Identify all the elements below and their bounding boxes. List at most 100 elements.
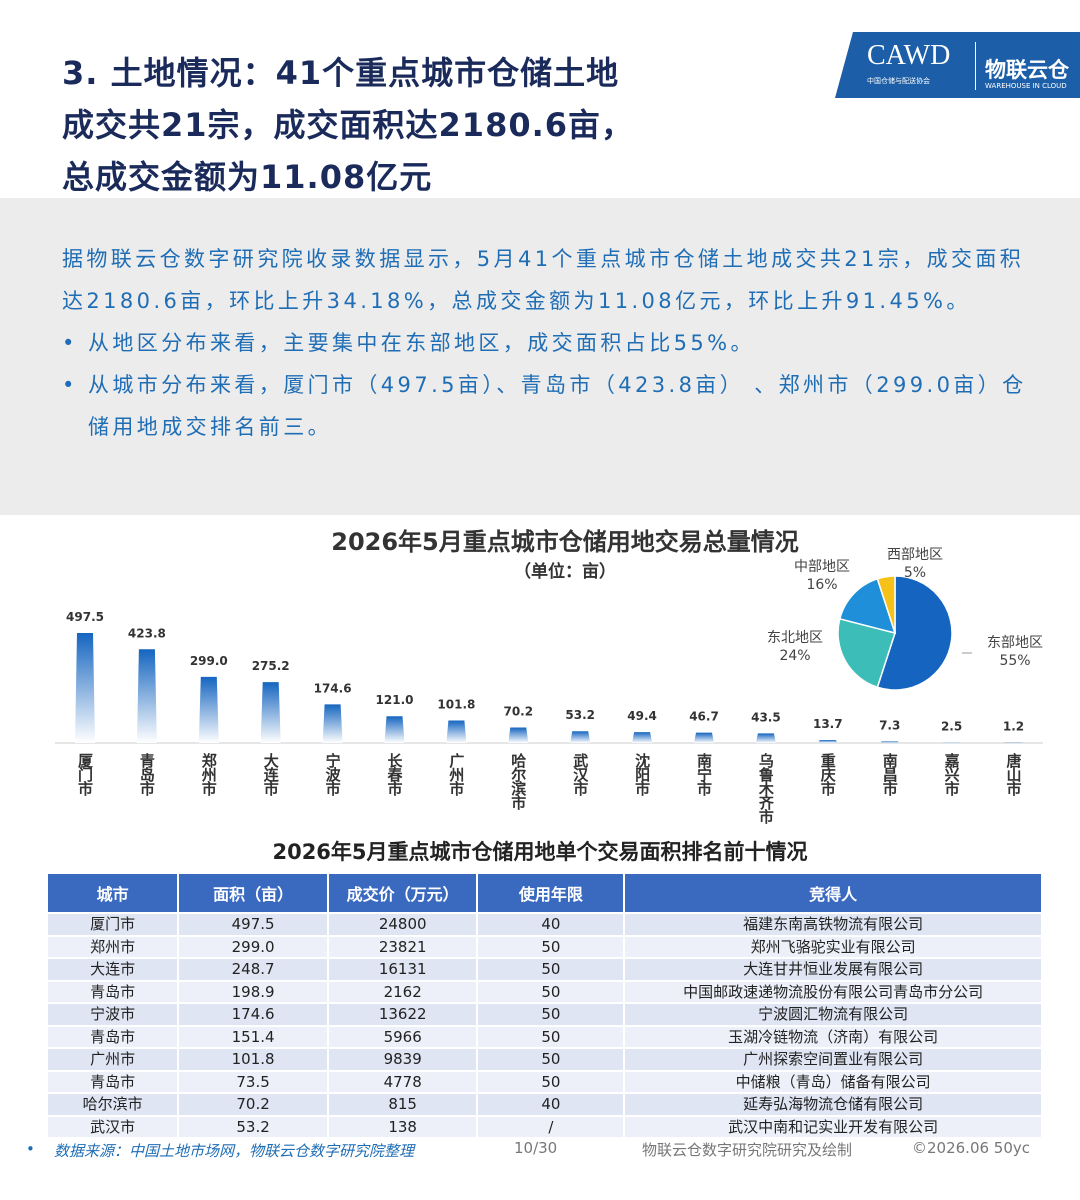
- table-cell: 174.6: [179, 1004, 329, 1025]
- x-tick-label: 青岛市: [138, 752, 156, 797]
- bullet: 从城市分布来看，厦门市（497.5亩）、青岛市（423.8亩） 、郑州市（299…: [62, 364, 1032, 448]
- x-tick-label: 乌鲁木齐市: [757, 752, 775, 825]
- title-line: 3. 土地情况：41个重点城市仓储土地: [62, 54, 620, 92]
- summary: 据物联云仓数字研究院收录数据显示，5月41个重点城市仓储土地成交共21宗，成交面…: [62, 238, 1032, 448]
- value-label: 13.7: [813, 717, 843, 731]
- table-row: 青岛市 73.5 4778 50 中储粮（青岛）储备有限公司: [48, 1071, 1043, 1092]
- value-label: 174.6: [314, 681, 352, 695]
- table-row: 厦门市 497.5 24800 40 福建东南高铁物流有限公司: [48, 914, 1043, 935]
- table-cell: 151.4: [179, 1026, 329, 1047]
- column-header: 成交价（万元）: [328, 874, 479, 912]
- title-line: 总成交金额为11.08亿元: [62, 158, 433, 196]
- table-cell: 中国邮政速递物流股份有限公司青岛市分公司: [625, 981, 1043, 1002]
- table-cell: 50: [478, 981, 626, 1002]
- table-cell: 138: [328, 1116, 479, 1137]
- table-cell: 青岛市: [48, 1071, 180, 1092]
- bar: [941, 742, 962, 743]
- value-label: 2.5: [941, 719, 962, 733]
- table-row: 宁波市 174.6 13622 50 宁波圆汇物流有限公司: [48, 1004, 1043, 1025]
- logo-divider: [975, 42, 976, 90]
- value-label: 299.0: [190, 654, 228, 668]
- column-header: 面积（亩）: [179, 874, 329, 912]
- logo-wic-sub: WAREHOUSE IN CLOUD: [985, 82, 1067, 90]
- table-cell: 4778: [328, 1071, 479, 1092]
- table: 城市 面积（亩） 成交价（万元） 使用年限 竞得人 厦门市 497.5 24800 40 福建东南…: [48, 872, 1043, 1139]
- bar: [75, 633, 95, 743]
- pie-slice: [876, 575, 953, 691]
- table-cell: 50: [478, 1071, 626, 1092]
- value-label: 423.8: [128, 626, 166, 640]
- pie-value: 24%: [779, 648, 810, 664]
- table-cell: 40: [478, 1094, 626, 1115]
- footer-source: 数据来源：中国土地市场网，物联云仓数字研究院整理: [54, 1142, 415, 1160]
- table-cell: 50: [478, 1004, 626, 1025]
- x-tick-label: 南昌市: [881, 752, 899, 797]
- logo: CAWD 中国仓储与配送协会 物联云仓 WAREHOUSE IN CLOUD: [835, 32, 1080, 98]
- logo-cawd-sub: 中国仓储与配送协会: [867, 77, 930, 85]
- table-cell: 248.7: [179, 959, 329, 980]
- chart-subtitle: （单位：亩）: [514, 561, 616, 582]
- value-label: 1.2: [1003, 720, 1024, 734]
- table-cell: 福建东南高铁物流有限公司: [625, 914, 1043, 935]
- bar: [632, 732, 653, 743]
- table-cell: 50: [478, 936, 626, 957]
- table-cell: 50: [478, 1049, 626, 1070]
- table-cell: 青岛市: [48, 1026, 180, 1047]
- x-tick-label: 唐山市: [1005, 752, 1023, 797]
- column-header: 使用年限: [478, 874, 626, 912]
- table-cell: 广州探索空间置业有限公司: [625, 1049, 1043, 1070]
- table-cell: 中储粮（青岛）储备有限公司: [625, 1071, 1043, 1092]
- chart: 2026年5月重点城市仓储用地交易总量情况 （单位：亩） 497.5 厦门市 423.8…: [55, 528, 1043, 825]
- value-label: 70.2: [503, 704, 533, 718]
- table-cell: 宁波市: [48, 1004, 180, 1025]
- table-cell: 23821: [328, 936, 479, 957]
- table-cell: 大连市: [48, 959, 180, 980]
- pie-value: 16%: [806, 577, 837, 593]
- table-cell: 198.9: [179, 981, 329, 1002]
- x-tick-label: 广州市: [447, 752, 465, 797]
- value-label: 53.2: [565, 708, 595, 722]
- table-cell: 2162: [328, 981, 479, 1002]
- table-cell: 299.0: [179, 936, 329, 957]
- pie-label: 东部地区: [987, 635, 1043, 651]
- chart-title: 2026年5月重点城市仓储用地交易总量情况: [331, 528, 799, 556]
- table-cell: 16131: [328, 959, 479, 980]
- table-row: 郑州市 299.0 23821 50 郑州飞骆驼实业有限公司: [48, 936, 1043, 957]
- logo-cawd: CAWD: [867, 40, 951, 71]
- table-cell: 40: [478, 914, 626, 935]
- value-label: 101.8: [437, 697, 475, 711]
- header-row: 城市 面积（亩） 成交价（万元） 使用年限 竞得人: [48, 874, 1043, 912]
- bar: [817, 739, 838, 743]
- table-cell: 宁波圆汇物流有限公司: [625, 1004, 1043, 1025]
- x-tick-label: 南宁市: [695, 752, 713, 797]
- bar: [198, 676, 219, 743]
- column-header: 城市: [48, 874, 180, 912]
- x-tick-label: 沈阳市: [633, 752, 651, 797]
- bar: [694, 732, 714, 743]
- table-row: 青岛市 198.9 2162 50 中国邮政速递物流股份有限公司青岛市分公司: [48, 981, 1043, 1002]
- table-cell: 郑州市: [48, 936, 180, 957]
- value-label: 7.3: [879, 718, 900, 732]
- table-row: 青岛市 151.4 5966 50 玉湖冷链物流（济南）有限公司: [48, 1026, 1043, 1047]
- value-label: 49.4: [627, 709, 657, 723]
- x-tick-label: 哈尔滨市: [509, 752, 527, 811]
- pie-label: 中部地区: [794, 559, 850, 575]
- x-tick-label: 嘉兴市: [943, 752, 961, 797]
- table-title: 2026年5月重点城市仓储用地单个交易面积排名前十情况: [272, 840, 808, 864]
- x-tick-label: 郑州市: [200, 752, 218, 797]
- footer-bullet: •: [26, 1140, 35, 1158]
- bar: [879, 741, 900, 743]
- table-cell: 大连甘井恒业发展有限公司: [625, 959, 1043, 980]
- pie-label: 东北地区: [767, 630, 823, 646]
- table-row: 武汉市 53.2 138/武汉中南和记实业开发有限公司: [48, 1116, 1043, 1137]
- x-tick-label: 厦门市: [76, 753, 94, 797]
- table-cell: /: [478, 1116, 626, 1137]
- table-cell: 武汉市: [48, 1116, 180, 1137]
- pie-value: 55%: [999, 653, 1030, 669]
- table-cell: 70.2: [179, 1094, 329, 1115]
- table-row: 广州市 101.8 9839 50 广州探索空间置业有限公司: [48, 1049, 1043, 1070]
- bar: [136, 649, 157, 743]
- x-tick-label: 长春市: [386, 752, 404, 797]
- value-label: 275.2: [252, 659, 290, 673]
